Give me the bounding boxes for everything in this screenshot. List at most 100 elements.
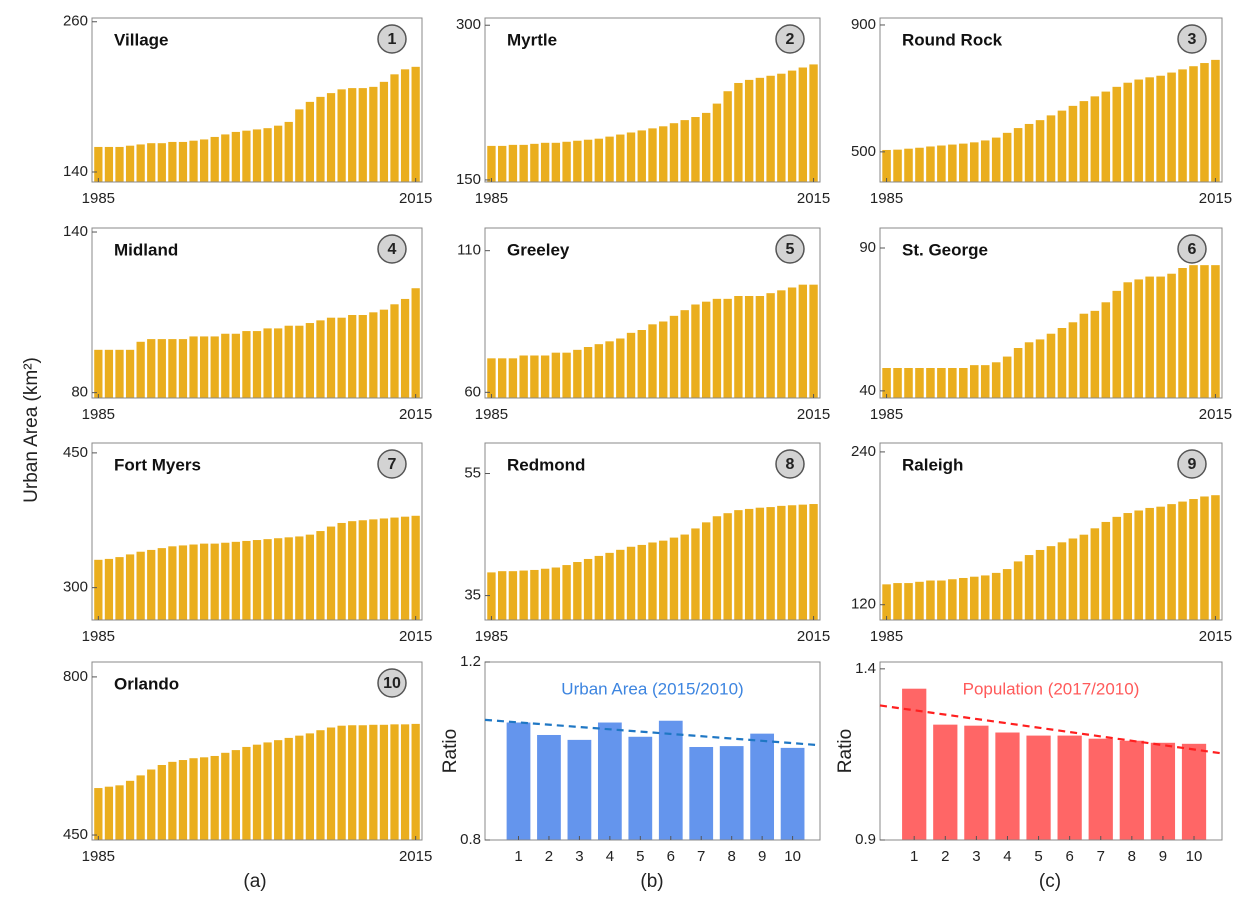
bar: [648, 324, 657, 398]
bar: [680, 534, 689, 620]
bar: [411, 288, 420, 398]
bar: [809, 64, 818, 182]
bar: [809, 284, 818, 398]
panel-label: (a): [243, 871, 266, 892]
bar: [1167, 273, 1176, 398]
bar: [991, 137, 1001, 182]
panel-title: Urban Area (2015/2010): [561, 679, 743, 698]
badge: [377, 234, 407, 264]
bar: [400, 298, 410, 398]
bar: [893, 583, 902, 620]
bar: [94, 788, 103, 840]
y-tick-label: 800: [63, 668, 88, 685]
bar: [959, 368, 968, 398]
bar: [1134, 279, 1143, 398]
bar: [701, 301, 711, 398]
bar: [168, 546, 177, 620]
panel-label: (b): [640, 871, 663, 892]
x-tick-label: 2: [545, 848, 553, 865]
bar: [199, 139, 209, 182]
panel-title: Raleigh: [902, 455, 963, 474]
y-tick-label: 300: [456, 16, 481, 33]
bar: [1189, 265, 1198, 398]
y-axis-label: Ratio: [440, 729, 461, 773]
bar: [305, 101, 315, 182]
bar: [1134, 79, 1143, 182]
plot-frame: [879, 442, 1223, 621]
bar: [115, 349, 124, 398]
bar: [94, 349, 103, 398]
x-tick-label: 3: [575, 848, 583, 865]
bar: [980, 365, 990, 398]
bar: [274, 538, 283, 620]
bar: [316, 96, 325, 182]
x-tick-label: 2015: [797, 406, 830, 423]
bar: [1156, 75, 1165, 182]
bar: [1013, 561, 1023, 620]
bar: [178, 339, 188, 398]
badge-number: 9: [1188, 456, 1197, 473]
bar: [506, 722, 531, 840]
badge: [775, 24, 805, 54]
bar: [1024, 123, 1034, 182]
bar: [723, 513, 732, 620]
bar: [104, 786, 114, 840]
bar: [1024, 342, 1034, 398]
badge-number: 2: [786, 31, 795, 48]
bar: [136, 341, 145, 398]
bar: [787, 505, 797, 620]
badge-number: 1: [388, 31, 397, 48]
bar: [915, 581, 924, 620]
badge-number: 4: [388, 241, 397, 258]
bar: [1088, 738, 1113, 840]
bar: [369, 86, 378, 182]
bar: [616, 549, 625, 620]
plot-frame: [484, 442, 821, 621]
bar: [136, 551, 145, 620]
x-tick-label: 1985: [82, 190, 115, 207]
plot-frame: [91, 17, 423, 183]
bar: [959, 143, 968, 182]
bar: [723, 91, 732, 182]
bar: [777, 290, 786, 398]
bar: [221, 333, 230, 398]
bar: [537, 734, 561, 840]
bar: [1035, 120, 1045, 182]
bar: [626, 332, 636, 398]
bar: [926, 580, 935, 620]
panel-title: Fort Myers: [114, 455, 201, 474]
bar: [882, 368, 891, 398]
bar: [882, 149, 891, 182]
bar: [1119, 740, 1144, 840]
x-tick-label: 5: [636, 848, 644, 865]
bar: [487, 358, 496, 398]
bar: [1035, 549, 1045, 620]
bar: [904, 148, 913, 182]
x-tick-label: 1: [910, 848, 918, 865]
x-tick-label: 9: [1159, 848, 1167, 865]
bar: [337, 89, 346, 182]
y-tick-label: 110: [457, 242, 481, 259]
bar: [701, 112, 711, 182]
bar: [734, 510, 743, 620]
bar: [390, 304, 399, 398]
y-tick-label: 260: [63, 13, 88, 30]
bar: [755, 507, 765, 620]
bar: [316, 531, 325, 620]
bar: [1200, 496, 1209, 620]
bar: [594, 555, 604, 620]
bar: [411, 723, 420, 840]
badge-number: 8: [786, 456, 795, 473]
bar: [573, 349, 582, 398]
panel-title: Redmond: [507, 455, 585, 474]
bar: [411, 515, 420, 620]
y-tick-label: 1.4: [855, 660, 876, 677]
bar: [637, 544, 646, 620]
bar: [1178, 69, 1187, 182]
bar: [104, 349, 114, 398]
bar: [295, 735, 304, 840]
bar: [540, 355, 550, 398]
y-tick-label: 300: [63, 579, 88, 596]
bar: [1079, 101, 1089, 182]
